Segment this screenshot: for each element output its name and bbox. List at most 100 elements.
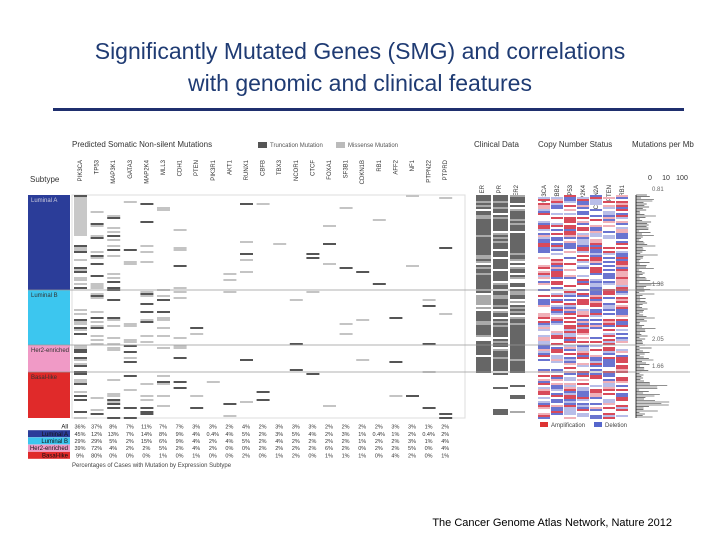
cn-cell [564,345,576,347]
cn-cell [564,407,576,409]
cn-cell [577,197,589,199]
cn-cell [577,409,589,411]
cn-cell [616,325,628,327]
cn-cell [590,235,602,237]
mutation-cell [323,405,336,407]
mutation-cell [90,297,104,299]
clinical-cell [510,397,525,399]
clinical-cell [493,293,508,295]
clinical-cell [476,359,491,361]
cn-cell [538,337,550,339]
cn-cell [603,207,615,209]
cn-cell [538,343,550,345]
clinical-cell [510,367,525,369]
cn-cell [551,213,563,215]
percent-cell: 0% [209,453,217,459]
clinical-cell [476,217,491,219]
cn-label: PTEN [607,185,613,201]
cn-cell [564,197,576,199]
mutation-cell [74,309,87,311]
clinical-cell [510,337,525,339]
cn-cell [551,259,563,261]
clinical-cell [493,323,508,325]
cn-cell [603,353,615,355]
cn-cell [603,297,615,299]
clinical-cell [476,297,491,299]
cn-cell [590,209,602,211]
clinical-cell [493,283,508,285]
clinical-cell [510,297,525,299]
cn-cell [616,229,628,231]
cn-cell [564,257,576,259]
cn-cell [538,381,550,383]
cn-cell [564,329,576,331]
cn-cell [564,213,576,215]
cn-cell [538,405,550,407]
clinical-cell [493,203,508,205]
mutation-cell [74,251,87,253]
mutation-cell [90,223,104,225]
mutation-cell [90,397,104,399]
cn-cell [577,201,589,203]
cn-cell [564,305,576,307]
percent-cell: 3% [292,425,300,431]
clinical-cell [493,221,508,223]
cn-cell [538,257,550,259]
percent-cell: 2% [342,425,350,431]
row-label-bg [28,444,70,452]
clinical-cell [476,341,491,343]
percent-cell: 2% [126,446,134,452]
cn-cell [538,327,550,329]
clinical-cell [476,323,491,325]
cn-cell [577,295,589,297]
clinical-cell [493,305,508,307]
clinical-cell [510,333,525,335]
clinical-cell [476,221,491,223]
cn-cell [616,223,628,225]
clinical-label: ER [480,184,486,193]
cn-cell [590,225,602,227]
clinical-cell [476,245,491,247]
percent-cell: 0% [176,453,184,459]
percent-cell: 4% [109,446,117,452]
cn-cell [538,283,550,285]
cn-cell [616,367,628,369]
clinical-cell [510,237,525,239]
cn-cell [616,241,628,243]
cn-cell [616,251,628,253]
mutation-cell [123,407,137,409]
mutation-cell [90,237,104,239]
cn-cell [564,251,576,253]
percent-cell: 6% [325,446,333,452]
mutation-cell [90,335,104,337]
percent-cell: 2% [259,439,267,445]
cn-cell [603,321,615,323]
cn-cell [564,243,576,245]
cn-cell [551,275,563,277]
cn-cell [551,199,563,201]
mutation-cell [173,347,187,349]
percent-cell: 3% [275,432,283,438]
mutation-cell [74,391,87,393]
cn-cell [577,255,589,257]
row-label: Basal-like [42,453,69,459]
clinical-cell [493,345,508,347]
matrix-bg [71,194,466,419]
cn-cell [551,295,563,297]
cn-cell [577,405,589,407]
mutation-cell [439,247,453,249]
mutation-cell [157,311,170,313]
percent-cell: 7% [126,425,134,431]
clinical-cell [493,301,508,303]
mutation-cell [223,403,237,405]
mutation-cell [240,259,253,261]
percent-cell: 2% [275,446,283,452]
mutation-cell [90,285,104,287]
cn-cell [538,345,550,347]
clinical-cell [476,253,491,255]
cn-cell [603,291,615,293]
mutation-cell [356,271,370,273]
clinical-cell [476,307,491,309]
cn-cell [590,261,602,263]
percent-cell: 2% [408,453,416,459]
